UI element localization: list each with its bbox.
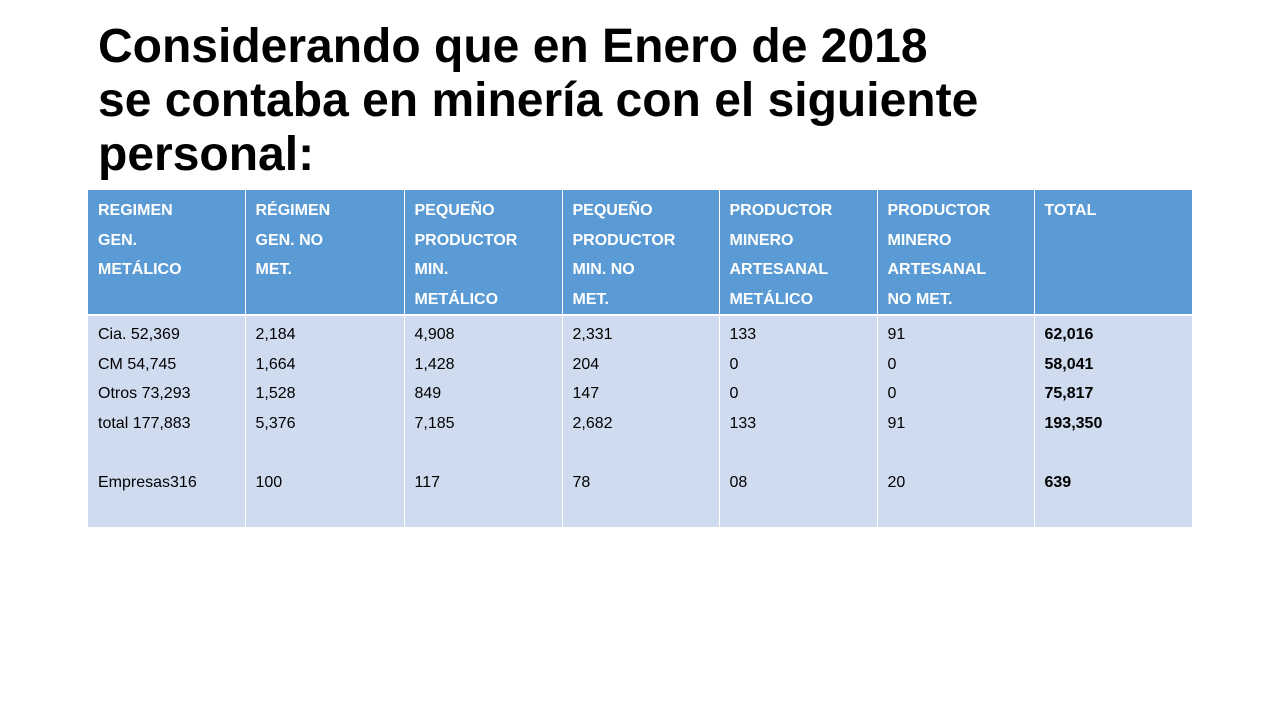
cell-line: 849: [414, 385, 442, 402]
header-line: RÉGIMEN: [255, 202, 331, 219]
header-line: MET.: [572, 290, 609, 308]
cell-line: 91: [887, 326, 906, 343]
header-regimen-gen-metalico: REGIMEN GEN. METÁLICO: [88, 190, 246, 315]
header-line: METÁLICO: [98, 261, 182, 278]
table-row: Cia. 52,369 CM 54,745 Otros 73,293 total…: [88, 314, 1192, 527]
header-productor-artesanal-no-met: PRODUCTOR MINERO ARTESANAL NO MET.: [877, 190, 1035, 315]
cell-line: 193,350: [1044, 414, 1103, 432]
cell-line: Cia. 52,369: [98, 326, 180, 343]
table-header-row: REGIMEN GEN. METÁLICO RÉGIMEN GEN. NO ME…: [88, 190, 1192, 315]
cell-line: 147: [572, 385, 600, 402]
cell-line: 117: [414, 473, 441, 491]
header-line: ARTESANAL: [887, 261, 987, 278]
cell-pequeno-productor-metalico: 4,908 1,428 849 7,185 117: [404, 314, 563, 527]
cell-pequeno-productor-no-met: 2,331 204 147 2,682 78: [562, 314, 720, 527]
header-line: REGIMEN: [98, 202, 173, 219]
title-line-2: se contaba en minería con el siguiente: [98, 74, 979, 127]
cell-line: 0: [887, 355, 897, 373]
cell-line: 0: [729, 355, 739, 373]
cell-line: 62,016: [1044, 326, 1094, 343]
header-pequeno-productor-no-met: PEQUEÑO PRODUCTOR MIN. NO MET.: [562, 190, 720, 315]
cell-productor-artesanal-metalico: 133 0 0 133 08: [719, 314, 878, 527]
cell-line: 1,428: [414, 355, 455, 373]
cell-line: [573, 438, 713, 468]
header-line: MIN.: [414, 261, 449, 278]
slide-title: Considerando que en Enero de 2018 se con…: [98, 20, 1218, 182]
cell-line: 08: [729, 473, 748, 491]
header-line: MINERO: [887, 231, 952, 249]
header-line: PRODUCTOR: [729, 202, 833, 219]
cell-line: Otros 73,293: [98, 385, 191, 402]
cell-line: 639: [1044, 473, 1072, 491]
cell-line: 133: [729, 414, 757, 432]
header-line: METÁLICO: [729, 290, 814, 308]
cell-line: [730, 438, 871, 468]
header-line: MINERO: [729, 231, 794, 249]
header-line: PRODUCTOR: [572, 231, 676, 249]
header-line: PRODUCTOR: [414, 231, 518, 249]
cell-line: 133: [729, 326, 757, 343]
cell-line: 2,682: [572, 414, 613, 432]
cell-line: [1045, 438, 1187, 468]
cell-line: 2,184: [255, 326, 296, 343]
header-line: METÁLICO: [414, 290, 499, 308]
cell-line: 91: [887, 414, 906, 432]
cell-total: 62,016 58,041 75,817 193,350 639: [1034, 314, 1192, 527]
header-line: MET.: [255, 261, 292, 278]
header-regimen-gen-no-met: RÉGIMEN GEN. NO MET.: [245, 190, 405, 315]
cell-line: 20: [887, 473, 906, 491]
header-line: NO MET.: [887, 290, 953, 308]
cell-line: 0: [729, 385, 739, 402]
header-line: TOTAL: [1044, 202, 1097, 219]
cell-line: CM 54,745: [98, 355, 177, 373]
cell-regimen-gen-metalico: Cia. 52,369 CM 54,745 Otros 73,293 total…: [88, 314, 246, 527]
cell-line: 75,817: [1044, 385, 1094, 402]
cell-line: 1,528: [255, 385, 296, 402]
cell-line: [256, 438, 398, 468]
cell-line: Empresas316: [98, 473, 197, 491]
title-line-1: Considerando que en Enero de 2018: [98, 20, 928, 73]
cell-line: 100: [255, 473, 283, 491]
title-line-3: personal:: [98, 128, 315, 181]
cell-regimen-gen-no-met: 2,184 1,664 1,528 5,376 100: [245, 314, 405, 527]
mining-personnel-table: REGIMEN GEN. METÁLICO RÉGIMEN GEN. NO ME…: [88, 190, 1192, 527]
cell-line: 2,331: [572, 326, 613, 343]
cell-line: [415, 438, 556, 468]
cell-line: [888, 438, 1028, 468]
header-productor-artesanal-metalico: PRODUCTOR MINERO ARTESANAL METÁLICO: [719, 190, 878, 315]
cell-line: 0: [887, 385, 897, 402]
header-line: GEN. NO: [255, 231, 324, 249]
cell-line: 5,376: [255, 414, 296, 432]
header-line: PEQUEÑO: [572, 202, 653, 219]
header-line: PRODUCTOR: [887, 202, 991, 219]
cell-line: 78: [572, 473, 591, 491]
header-total: TOTAL: [1034, 190, 1192, 315]
cell-line: total 177,883: [98, 414, 191, 432]
cell-line: [98, 438, 239, 468]
cell-line: 58,041: [1044, 355, 1094, 373]
cell-line: 204: [572, 355, 600, 373]
cell-productor-artesanal-no-met: 91 0 0 91 20: [877, 314, 1035, 527]
header-line: MIN. NO: [572, 261, 635, 278]
header-line: PEQUEÑO: [414, 202, 495, 219]
header-pequeno-productor-metalico: PEQUEÑO PRODUCTOR MIN. METÁLICO: [404, 190, 563, 315]
header-line: ARTESANAL: [729, 261, 829, 278]
cell-line: 1,664: [255, 355, 296, 373]
cell-line: 7,185: [414, 414, 455, 432]
header-line: GEN.: [98, 231, 138, 249]
cell-line: 4,908: [414, 326, 455, 343]
